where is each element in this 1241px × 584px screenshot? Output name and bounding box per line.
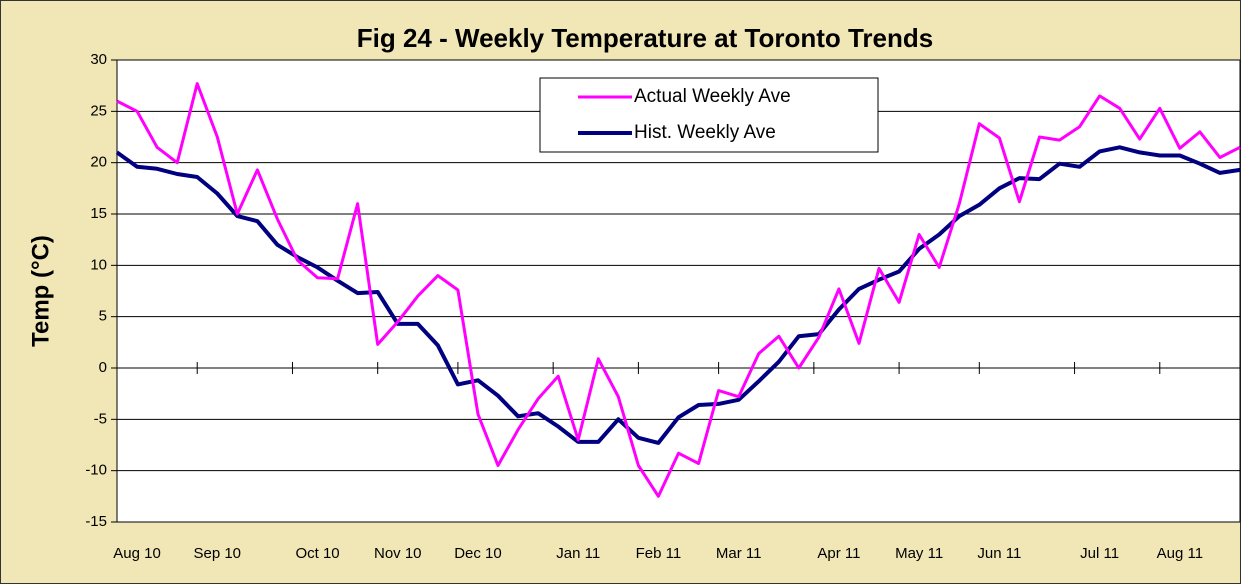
y-tick-label: 10 — [90, 256, 107, 273]
x-tick-label: Sep 10 — [193, 545, 241, 562]
x-tick-label: Aug 11 — [1157, 545, 1203, 562]
y-tick-label: 20 — [90, 154, 107, 171]
y-tick-label: -10 — [85, 462, 107, 479]
x-tick-label: Feb 11 — [636, 545, 682, 562]
chart-title: Fig 24 - Weekly Temperature at Toronto T… — [357, 23, 933, 53]
y-tick-label: -5 — [94, 410, 107, 427]
x-tick-label: Oct 10 — [295, 545, 339, 562]
legend-label: Actual Weekly Ave — [634, 86, 791, 107]
y-tick-label: 5 — [99, 308, 107, 325]
x-tick-label: Apr 11 — [817, 545, 860, 562]
y-tick-label: 15 — [90, 205, 107, 222]
y-axis-label: Temp (°C) — [27, 235, 54, 347]
x-tick-label: Jul 11 — [1080, 545, 1119, 562]
y-tick-label: 30 — [90, 51, 107, 68]
plot-border — [116, 59, 1241, 523]
x-tick-label: Nov 10 — [374, 545, 422, 562]
y-tick-label: 0 — [99, 359, 107, 376]
x-tick-label: Aug 10 — [113, 545, 161, 562]
legend-box — [539, 77, 879, 153]
y-tick-label: -15 — [85, 513, 107, 530]
legend-label: Hist. Weekly Ave — [634, 122, 776, 143]
x-tick-label: Jan 11 — [556, 545, 600, 562]
x-tick-label: Mar 11 — [716, 545, 762, 562]
x-tick-label: May 11 — [895, 545, 943, 562]
y-tick-label: 25 — [90, 102, 107, 119]
x-tick-label: Jun 11 — [977, 545, 1021, 562]
series-line — [116, 82, 1241, 498]
x-tick-label: Dec 10 — [454, 545, 502, 562]
legend: Actual Weekly Ave Hist. Weekly Ave — [539, 77, 879, 153]
series-line — [115, 145, 1241, 445]
